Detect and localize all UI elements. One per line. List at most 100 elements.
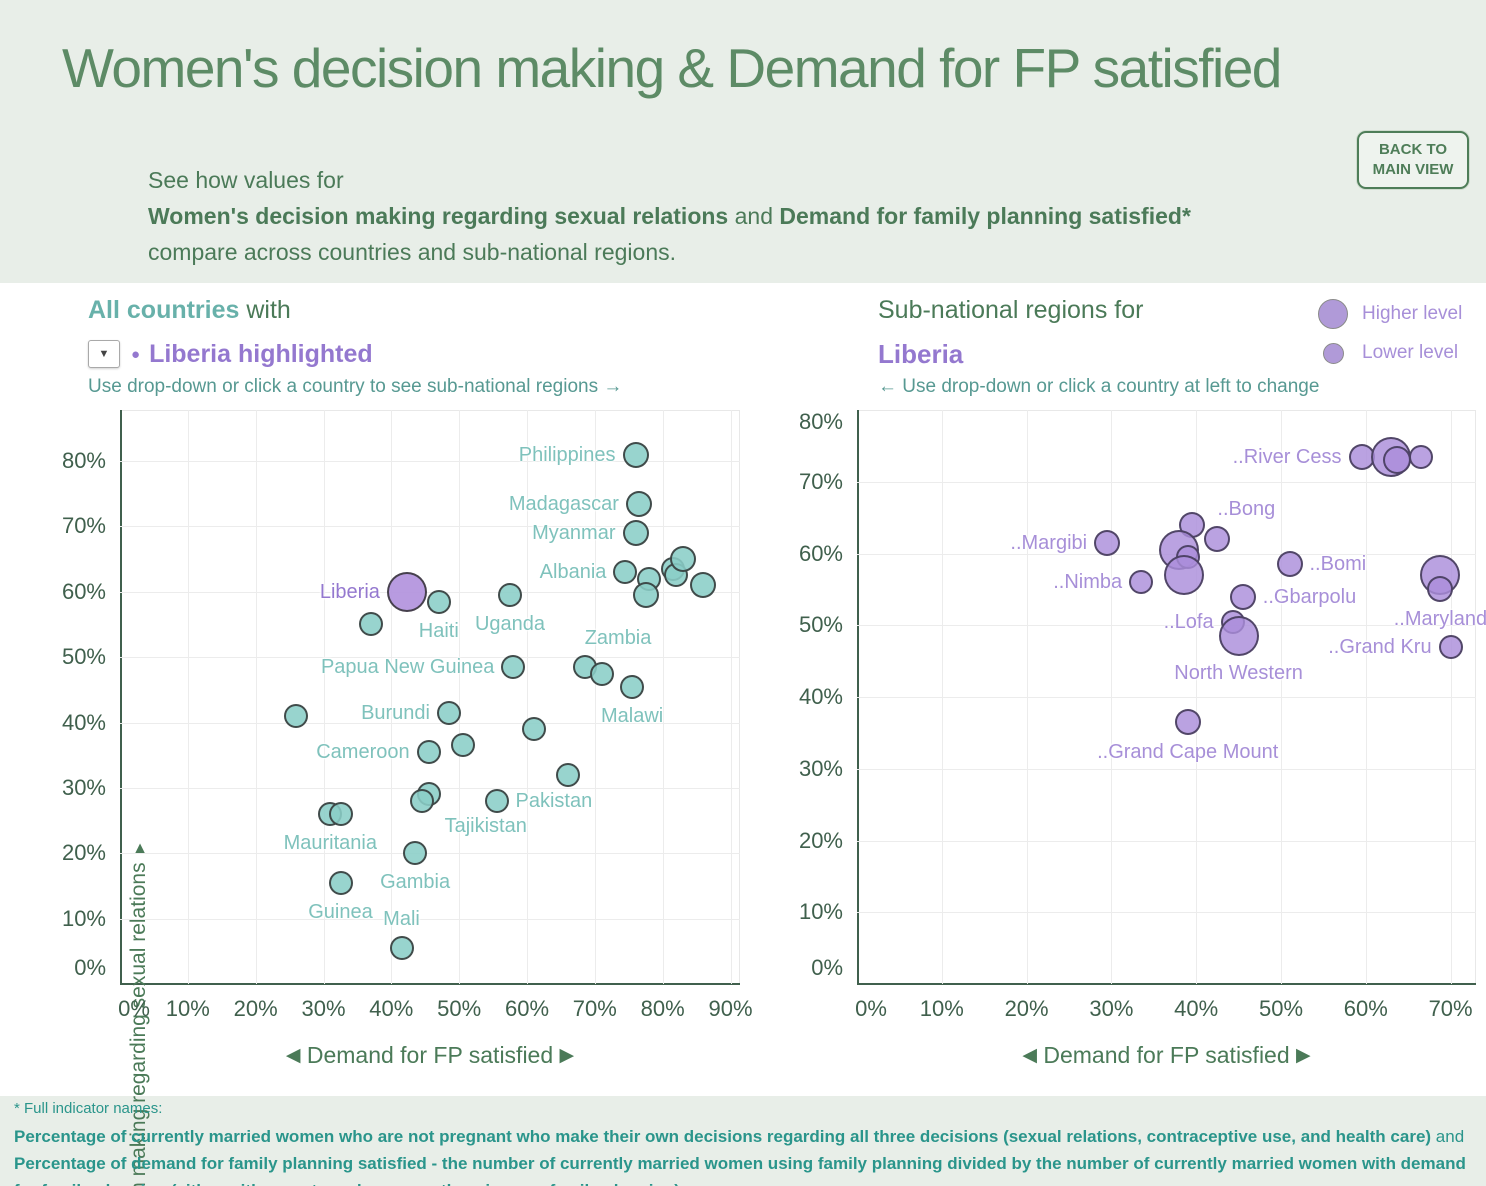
scatter-point[interactable]	[1427, 576, 1454, 603]
grid-line	[857, 840, 1476, 842]
header-band	[0, 0, 1486, 283]
scatter-point[interactable]	[498, 583, 522, 607]
grid-line	[857, 625, 1476, 627]
point-label: Burundi	[361, 701, 430, 724]
intro-and: and	[728, 203, 780, 229]
scatter-point[interactable]	[1408, 444, 1433, 469]
x-tick-label: 10%	[919, 996, 964, 1021]
footnote-and: and	[1431, 1127, 1465, 1146]
scatter-point[interactable]	[1383, 446, 1412, 475]
scatter-point[interactable]	[386, 571, 427, 612]
x-axis-title-right: ◀ Demand for FP satisfied ▶	[857, 1042, 1476, 1069]
triangle-right-icon: ▶	[1296, 1045, 1311, 1066]
scatter-point[interactable]	[328, 870, 353, 895]
grid-line	[857, 697, 1476, 698]
y-tick-label: 10%	[61, 905, 106, 931]
scatter-point[interactable]	[622, 441, 649, 468]
triangle-left-icon: ◀	[285, 1045, 301, 1066]
point-label: ..River Cess	[1232, 445, 1342, 468]
point-label: Malawi	[600, 704, 664, 727]
scatter-point[interactable]	[1204, 526, 1231, 553]
scatter-point[interactable]	[1229, 583, 1256, 610]
footer-band	[0, 1096, 1486, 1186]
scatter-point[interactable]	[409, 788, 434, 813]
y-tick-label: 20%	[61, 840, 106, 866]
left-chart-hint: Use drop-down or click a country to see …	[88, 376, 848, 398]
x-axis-title-text: Demand for FP satisfied	[306, 1042, 554, 1068]
scatter-point[interactable]	[450, 733, 475, 758]
x-axis-line	[120, 983, 740, 985]
scatter-point[interactable]	[632, 582, 659, 608]
x-tick-label: 60%	[1343, 996, 1388, 1021]
scatter-point[interactable]	[1129, 570, 1154, 595]
point-label: Mauritania	[283, 832, 377, 854]
scatter-point[interactable]	[555, 762, 580, 787]
grid-line	[120, 722, 740, 724]
grid-line	[730, 410, 732, 984]
scatter-point[interactable]	[1163, 555, 1204, 595]
point-label: ..Nimba	[1053, 571, 1123, 594]
scatter-point[interactable]	[625, 490, 652, 517]
point-label: North Western	[1174, 662, 1303, 684]
scatter-point[interactable]	[284, 704, 309, 728]
scatter-point[interactable]	[426, 589, 451, 614]
x-tick-label: 70%	[572, 996, 617, 1021]
scatter-point[interactable]	[1218, 616, 1259, 656]
triangle-right-icon: ▶	[559, 1045, 575, 1066]
indicator-2-name: Demand for family planning satisfied*	[779, 203, 1191, 229]
scatter-point[interactable]	[1094, 529, 1121, 556]
point-label: Uganda	[474, 613, 546, 635]
scatter-point[interactable]	[389, 936, 414, 960]
x-tick-label: 50%	[1258, 996, 1304, 1021]
scatter-point[interactable]	[589, 661, 614, 686]
legend-higher-label: Higher level	[1362, 303, 1463, 324]
y-tick-label: 70%	[61, 513, 106, 539]
grid-line	[187, 410, 189, 984]
scatter-point[interactable]	[521, 717, 546, 741]
y-tick-label: 20%	[798, 827, 843, 853]
country-dropdown[interactable]: ▼	[88, 340, 120, 368]
x-tick-label: 0%	[118, 996, 150, 1021]
grid-line	[857, 912, 1476, 914]
grid-line	[323, 410, 325, 984]
back-to-main-view-button[interactable]: BACK TO MAIN VIEW	[1357, 131, 1469, 189]
highlighted-country-label: Liberia highlighted	[149, 339, 373, 368]
grid-line	[120, 526, 740, 528]
point-label: Gambia	[380, 871, 451, 894]
x-tick-label: 20%	[1004, 996, 1049, 1021]
right-hint-text: Use drop-down or click a country at left…	[897, 376, 1320, 397]
grid-line	[120, 461, 740, 462]
point-label: Guinea	[308, 900, 373, 923]
legend-item-lower[interactable]: Lower level	[1316, 338, 1462, 368]
left-panel-header: All countries with ▼ ● Liberia highlight…	[88, 296, 848, 398]
scatter-point[interactable]	[328, 802, 353, 826]
scatter-point[interactable]	[484, 788, 509, 813]
scatter-point[interactable]	[620, 674, 645, 699]
x-tick-label: 20%	[233, 996, 278, 1021]
x-tick-label: 30%	[1089, 996, 1134, 1021]
plot-frame	[120, 410, 740, 411]
scatter-point[interactable]	[437, 700, 461, 725]
scatter-point[interactable]	[613, 560, 638, 585]
scatter-point[interactable]	[403, 841, 428, 866]
scatter-point[interactable]	[501, 654, 526, 679]
scatter-all-countries: ▼ Women's decision making regarding sexu…	[62, 410, 753, 1186]
point-label: ..Gbarpolu	[1262, 585, 1357, 608]
scatter-point[interactable]	[416, 739, 441, 764]
x-tick-label: 50%	[437, 996, 482, 1021]
legend-item-higher[interactable]: Higher level	[1316, 299, 1462, 329]
scatter-point[interactable]	[1174, 709, 1201, 736]
intro-line-1: See how values for	[148, 167, 344, 193]
x-axis-line	[857, 983, 1476, 985]
scatter-point[interactable]	[690, 572, 717, 599]
scatter-point[interactable]	[359, 612, 383, 637]
scatter-point[interactable]	[622, 519, 649, 546]
y-tick-label: 40%	[798, 684, 843, 709]
grid-line	[255, 410, 257, 984]
scatter-point[interactable]	[670, 546, 696, 573]
plot-frame	[857, 410, 1476, 411]
x-tick-label: 0%	[855, 996, 887, 1021]
scatter-point[interactable]	[1438, 634, 1463, 659]
right-chart-title: Sub-national regions for	[878, 296, 1144, 324]
scatter-point[interactable]	[1276, 551, 1303, 578]
